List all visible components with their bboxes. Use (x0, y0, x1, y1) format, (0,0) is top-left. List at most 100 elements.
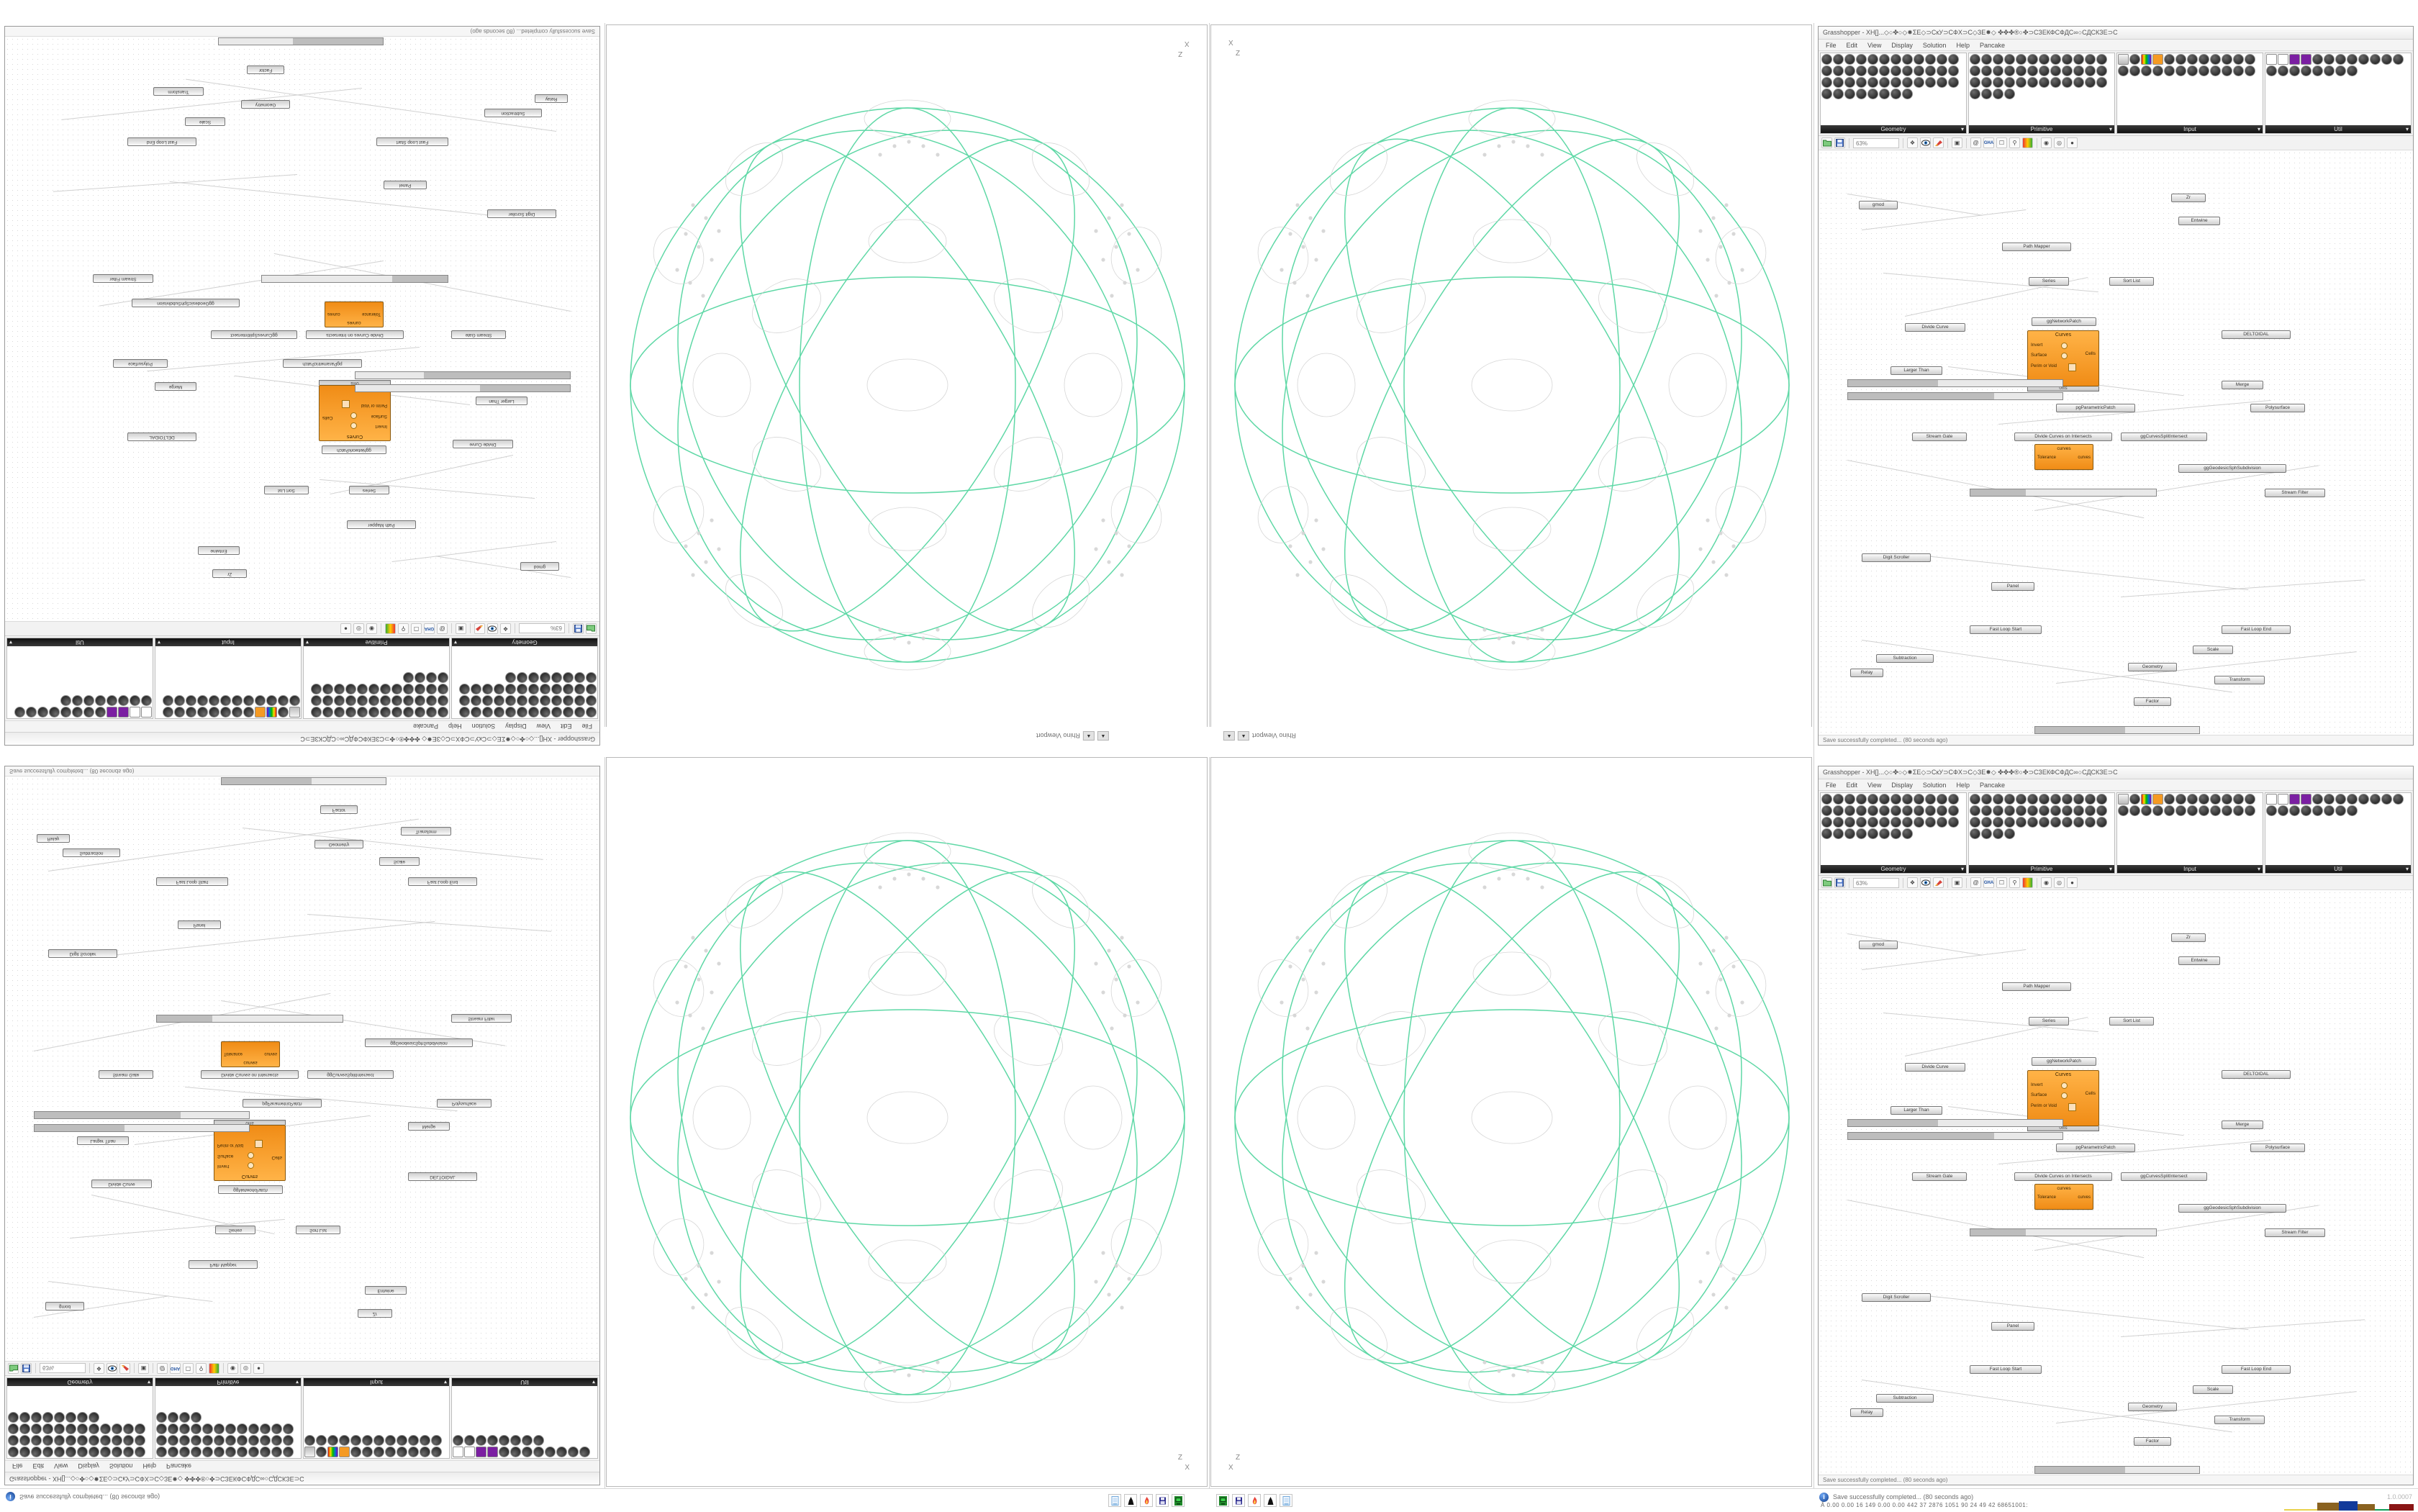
open-file-icon[interactable] (1821, 137, 1832, 148)
ribbon-group-input-3[interactable]: Input ▾ (303, 1377, 450, 1459)
node-gmod[interactable]: gmod (1859, 201, 1898, 209)
open-file-icon[interactable] (8, 1363, 19, 1374)
node-factor[interactable]: Factor (247, 65, 284, 74)
node-subtraction[interactable]: Subtraction (1876, 654, 1934, 663)
node-series[interactable]: Series (2029, 1017, 2069, 1026)
bake-icon[interactable] (474, 623, 485, 634)
node-stream-gate[interactable]: Stream Gate (1912, 433, 1967, 441)
flame-icon-3[interactable] (1140, 1494, 1153, 1507)
node-stream-gate[interactable]: Stream Gate (99, 1070, 153, 1079)
node-geometry-1[interactable]: Geometry (241, 100, 290, 109)
number-slider-4[interactable] (221, 777, 386, 785)
ribbon-icons-primitive-3[interactable] (155, 1386, 301, 1458)
gh-toolbar-4[interactable]: 63% ❖ ▣ @ GHA ☐ ⚲ ◉ ◎ ● (1819, 876, 2413, 890)
ribbon-group-util-3[interactable]: Util ▾ (451, 1377, 598, 1459)
node-fast-loop-end[interactable]: Fast Loop End (408, 877, 477, 886)
ribbon-tab-input-3[interactable]: Input ▾ (304, 1378, 449, 1386)
toggle-surface[interactable] (2061, 1092, 2068, 1099)
rhino-viewport-4[interactable]: X Z (1210, 757, 1812, 1487)
node-polysurface[interactable]: Polysurface (437, 1099, 492, 1108)
menu-edit-2[interactable]: Edit (1846, 41, 1858, 49)
node-polysurface[interactable]: Polysurface (2250, 404, 2305, 412)
number-slider-2[interactable] (355, 371, 571, 379)
node-subtraction[interactable]: Subtraction (1876, 1394, 1934, 1403)
chevron-down-icon[interactable]: ▾ (147, 1379, 150, 1385)
node-pgparametricpatch[interactable]: pgParametricPatch (2056, 1144, 2135, 1152)
widget-icon-a[interactable]: ◉ (2041, 877, 2052, 888)
chevron-down-icon[interactable]: ▾ (454, 639, 458, 646)
menu-display-3[interactable]: Display (78, 1462, 99, 1470)
toggle-invert[interactable] (2061, 1082, 2068, 1089)
node-fast-loop-end[interactable]: Fast Loop End (2222, 1365, 2291, 1374)
doc-icon-3[interactable] (1108, 1494, 1121, 1507)
search-icon[interactable]: ⚲ (2009, 877, 2020, 888)
node-series[interactable]: Series (2029, 277, 2069, 286)
node-fast-loop-end[interactable]: Fast Loop End (2222, 625, 2291, 634)
gh-menu-bar-1[interactable]: File Edit View Display Solution Help Pan… (5, 720, 599, 732)
ribbon-group-input-2[interactable]: Input ▾ (2116, 53, 2263, 134)
search-icon[interactable]: ⚲ (398, 623, 409, 634)
rhino-viewport-2[interactable]: X Z (1210, 24, 1812, 754)
gh-toolbar-2[interactable]: 63% ❖ ▣ @ GHA ☐ ⚲ ◉ ◎ ● (1819, 136, 2413, 150)
cluster-icon[interactable]: ▣ (456, 623, 466, 634)
preview-eye-icon[interactable] (487, 623, 498, 634)
node-fast-loop-start[interactable]: Fast Loop Start (156, 877, 228, 886)
node-digit-scroller[interactable]: Digit Scroller (1862, 1293, 1931, 1302)
ribbon-tab-geometry-4[interactable]: Geometry ▾ (1821, 865, 1966, 873)
menu-display-4[interactable]: Display (1891, 781, 1913, 789)
toggle-surface[interactable] (248, 1152, 254, 1159)
node-gggeodesicsphsubdivision[interactable]: ggGeodesicSphSubdivision (132, 299, 240, 307)
node-gggeodesicsphsubdivision[interactable]: ggGeodesicSphSubdivision (365, 1038, 473, 1047)
toggle-invert[interactable] (2061, 343, 2068, 349)
node-stream-filter[interactable]: Stream Filter (2265, 489, 2325, 497)
ribbon-icons-primitive-1[interactable] (304, 646, 449, 718)
menu-solution-3[interactable]: Solution (109, 1462, 133, 1470)
number-slider-3[interactable] (1970, 489, 2157, 497)
node-transform[interactable]: Transform (401, 827, 451, 836)
menu-edit-4[interactable]: Edit (1846, 781, 1858, 789)
ribbon-group-primitive-2[interactable]: Primitive ▾ (1968, 53, 2115, 134)
ribbon-tab-util-4[interactable]: Util ▾ (2265, 865, 2411, 873)
ribbon-tab-primitive-4[interactable]: Primitive ▾ (1969, 865, 2114, 873)
node-sort-list[interactable]: Sort List (2109, 277, 2154, 286)
search-icon[interactable]: ⚲ (196, 1363, 207, 1374)
toggle-perim-void[interactable] (342, 400, 350, 408)
node-digit-scroller[interactable]: Digit Scroller (1862, 553, 1931, 562)
ribbon-group-geometry-4[interactable]: Geometry ▾ (1820, 792, 1967, 874)
chevron-down-icon[interactable]: ▾ (295, 1379, 299, 1385)
menu-help-2[interactable]: Help (1956, 41, 1970, 49)
node-stream-filter[interactable]: Stream Filter (93, 274, 153, 283)
node-entwine[interactable]: Entwine (2178, 217, 2220, 225)
node-panel[interactable]: Panel (178, 920, 221, 929)
ribbon-group-primitive-4[interactable]: Primitive ▾ (1968, 792, 2115, 874)
menu-file-1[interactable]: File (581, 723, 592, 730)
node-relay-1[interactable]: Relay (37, 834, 70, 843)
node-deltoidal[interactable]: DELTOIDAL (408, 1172, 477, 1181)
node-deltoidal[interactable]: DELTOIDAL (2222, 1070, 2291, 1079)
widget-icon-c[interactable]: ● (253, 1363, 264, 1374)
save-file-icon[interactable] (573, 623, 584, 634)
ribbon-group-primitive-1[interactable]: Primitive ▾ (303, 638, 450, 719)
number-slider-1[interactable] (1847, 1119, 2063, 1127)
node-stream-filter[interactable]: Stream Filter (2265, 1228, 2325, 1237)
node-merge[interactable]: Merge (2222, 381, 2263, 389)
rhino-icon-strip-bottom-left[interactable] (1108, 1494, 1185, 1507)
gh-canvas-4[interactable]: Zr gmod Entwine Path Mapper Series Sort … (1819, 890, 2413, 1475)
node-path-mapper[interactable]: Path Mapper (347, 520, 416, 529)
ribbon-group-geometry-1[interactable]: Geometry ▾ (451, 638, 598, 719)
save-icon-3[interactable] (1156, 1494, 1169, 1507)
ribbon-icons-input-3[interactable] (304, 1386, 449, 1458)
node-fast-loop-end[interactable]: Fast Loop End (127, 137, 196, 146)
node-ggcurvessplitintersect[interactable]: ggCurvesSplitIntersect (2121, 433, 2207, 441)
menu-pancake-2[interactable]: Pancake (1979, 41, 2005, 49)
ribbon-tab-input-4[interactable]: Input ▾ (2117, 865, 2263, 873)
ribbon-tab-primitive-2[interactable]: Primitive ▾ (1969, 125, 2114, 133)
node-zr[interactable]: Zr (2171, 933, 2206, 942)
node-curves-selected-1[interactable]: Curves Invert Surface Perim or Void Cell… (2027, 1070, 2099, 1131)
node-ggnetworkpatch[interactable]: ggNetworkPatch (2032, 1057, 2096, 1066)
node-panel[interactable]: Panel (384, 181, 427, 189)
node-gmod[interactable]: gmod (45, 1302, 84, 1310)
palette-icon[interactable] (385, 623, 396, 634)
menu-solution-4[interactable]: Solution (1922, 781, 1947, 789)
node-divide-curve[interactable]: Divide Curve (1905, 1063, 1965, 1072)
